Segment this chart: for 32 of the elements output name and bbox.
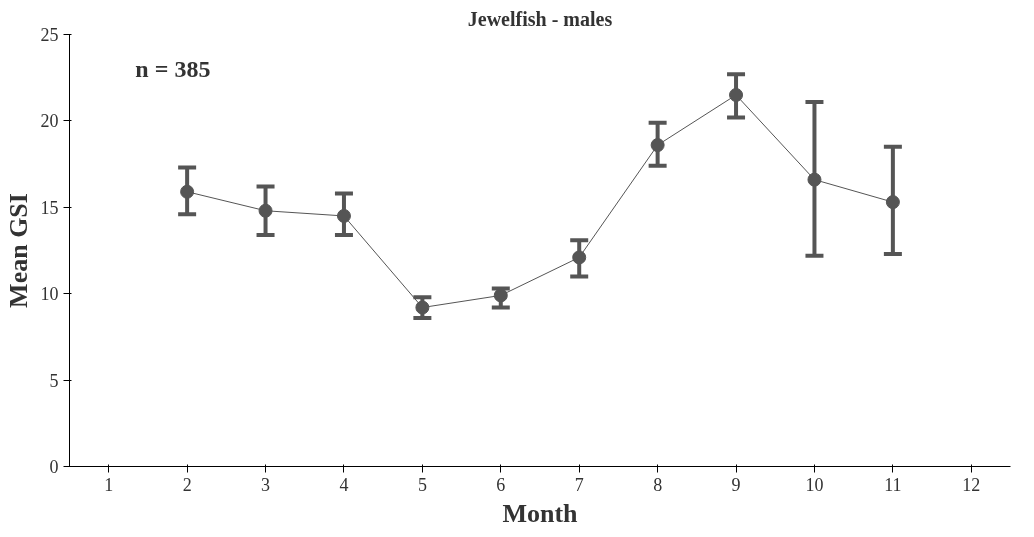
point	[885, 195, 900, 210]
point	[729, 87, 744, 102]
x-tick-label: 7	[574, 474, 584, 495]
x-tick-label: 2	[182, 474, 192, 495]
x-tick-label: 11	[884, 474, 902, 495]
x-tick-label: 12	[962, 474, 981, 495]
point	[807, 172, 822, 187]
y-tick-label: 0	[49, 457, 59, 477]
x-tick-label: 9	[731, 474, 741, 495]
point	[493, 288, 508, 303]
y-axis-title: Mean GSI	[3, 193, 33, 308]
point	[572, 250, 587, 265]
point	[258, 203, 273, 218]
x-tick-label: 3	[261, 474, 271, 495]
point	[415, 300, 430, 315]
x-axis-title: Month	[502, 498, 579, 528]
point	[180, 184, 195, 199]
x-tick-label: 10	[805, 474, 824, 495]
y-tick-label: 20	[40, 111, 59, 132]
point	[336, 208, 351, 223]
annotation: n = 385	[135, 56, 211, 83]
x-tick-label: 1	[104, 474, 114, 495]
point	[650, 138, 665, 153]
y-tick-label: 10	[40, 284, 59, 305]
y-tick-label: 15	[40, 197, 59, 218]
x-tick-label: 5	[417, 474, 427, 495]
x-tick-label: 8	[653, 474, 663, 495]
y-tick-label: 5	[49, 370, 59, 391]
x-tick-label: 4	[339, 474, 349, 495]
y-tick-label: 25	[40, 25, 59, 45]
chart-title: Jewelfish - males	[467, 7, 613, 30]
x-tick-label: 6	[496, 474, 506, 495]
